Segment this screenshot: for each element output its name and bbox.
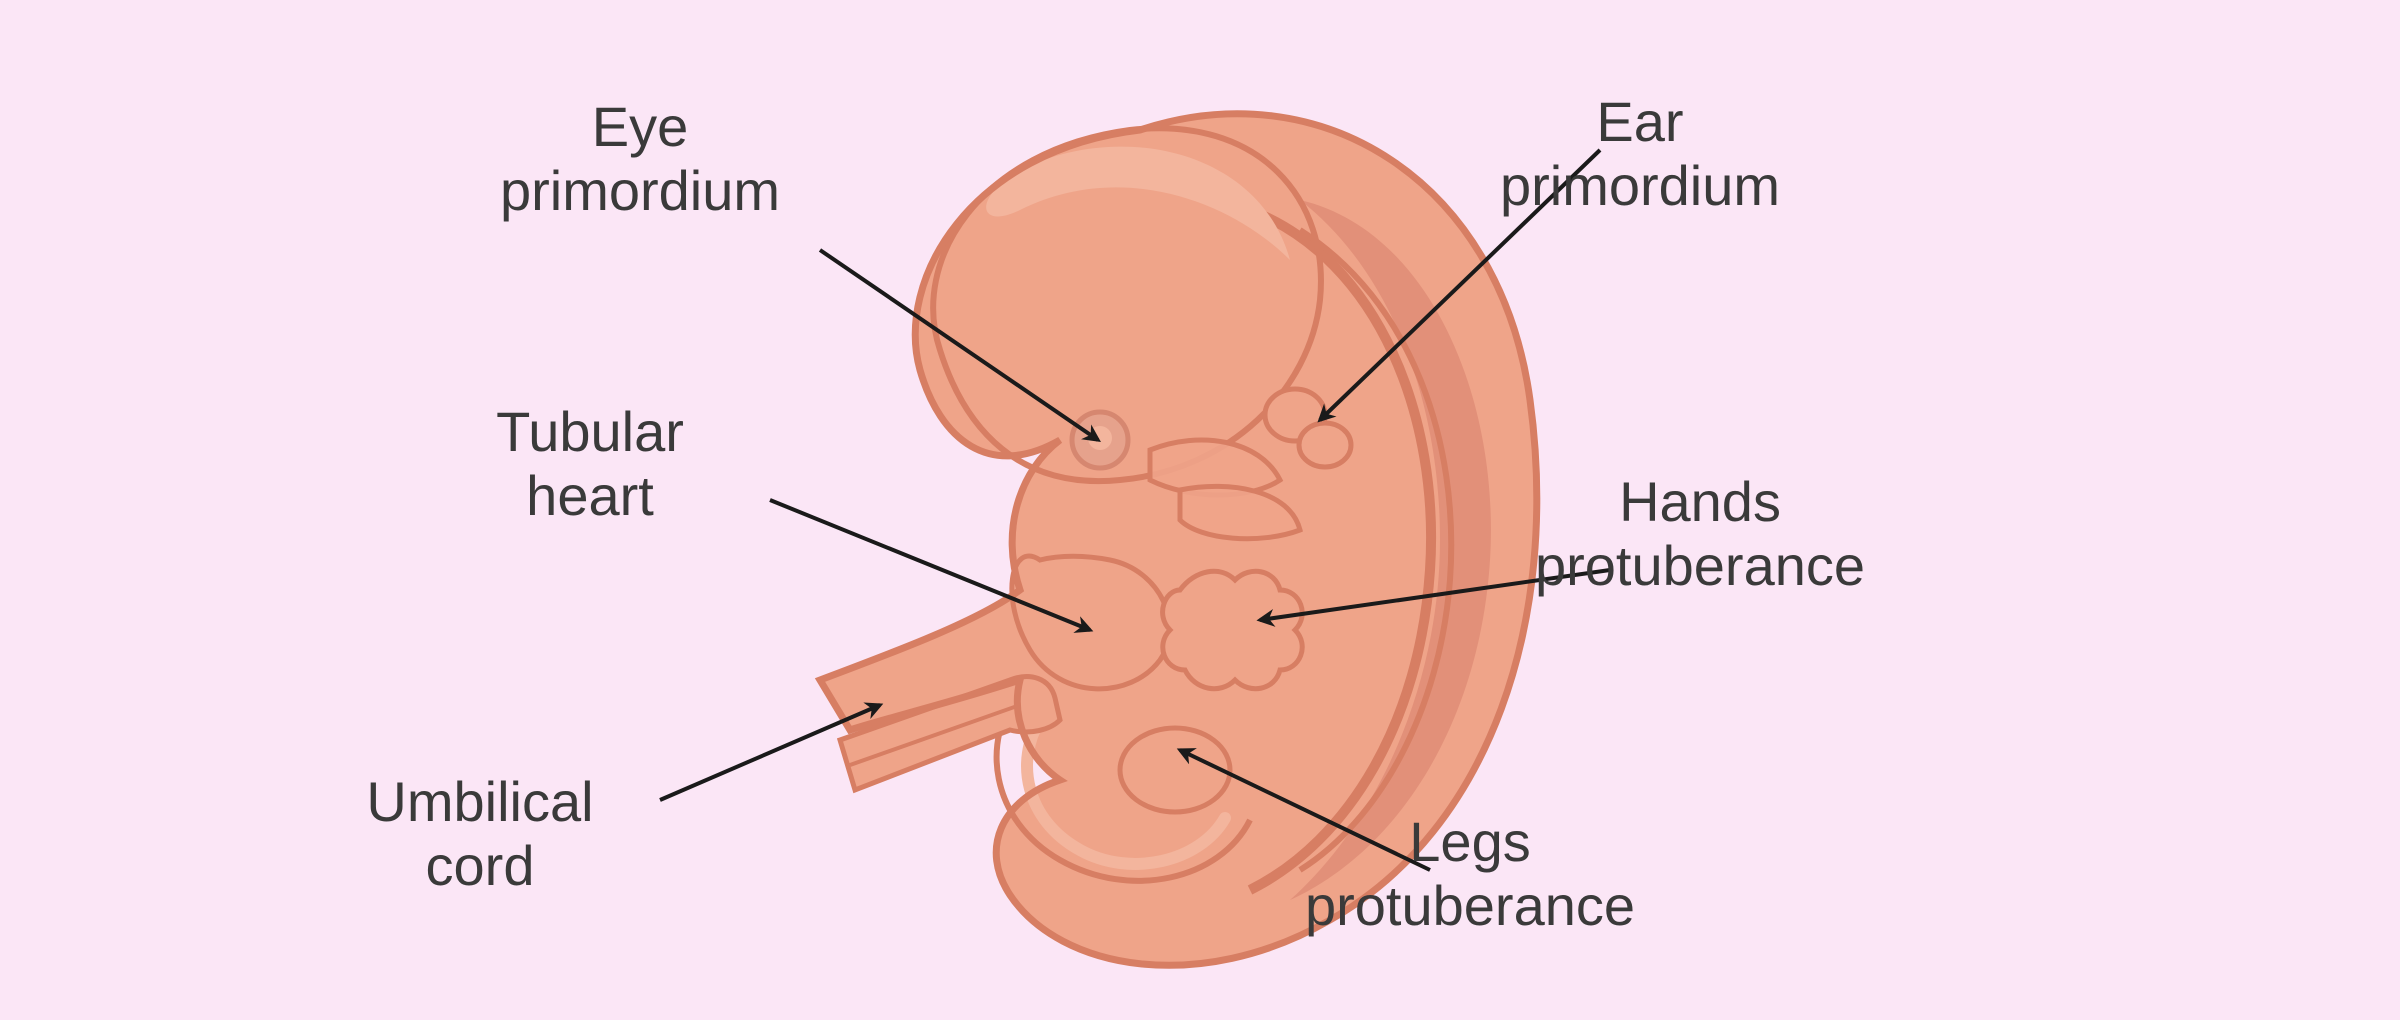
label-legs-protuberance: Legsprotuberance	[1250, 810, 1690, 939]
label-ear-primordium-line1: Ear	[1420, 90, 1860, 154]
label-legs-protuberance-line2: protuberance	[1250, 874, 1690, 938]
label-ear-primordium-line2: primordium	[1420, 154, 1860, 218]
label-ear-primordium: Earprimordium	[1420, 90, 1860, 219]
diagram-canvas: EyeprimordiumEarprimordiumTubularheartHa…	[0, 0, 2400, 1020]
hand-bud	[1163, 571, 1303, 688]
label-legs-protuberance-line1: Legs	[1250, 810, 1690, 874]
label-eye-primordium-line1: Eye	[420, 95, 860, 159]
label-umbilical-cord-line1: Umbilical	[260, 770, 700, 834]
label-umbilical-cord-line2: cord	[260, 834, 700, 898]
leg-bud	[1120, 728, 1230, 812]
label-tubular-heart-line1: Tubular	[370, 400, 810, 464]
label-tubular-heart: Tubularheart	[370, 400, 810, 529]
label-eye-primordium-line2: primordium	[420, 159, 860, 223]
label-hands-protuberance-line1: Hands	[1480, 470, 1920, 534]
label-eye-primordium: Eyeprimordium	[420, 95, 860, 224]
label-tubular-heart-line2: heart	[370, 464, 810, 528]
label-hands-protuberance-line2: protuberance	[1480, 534, 1920, 598]
label-hands-protuberance: Handsprotuberance	[1480, 470, 1920, 599]
ear-bump-2	[1299, 423, 1351, 467]
label-umbilical-cord: Umbilicalcord	[260, 770, 700, 899]
